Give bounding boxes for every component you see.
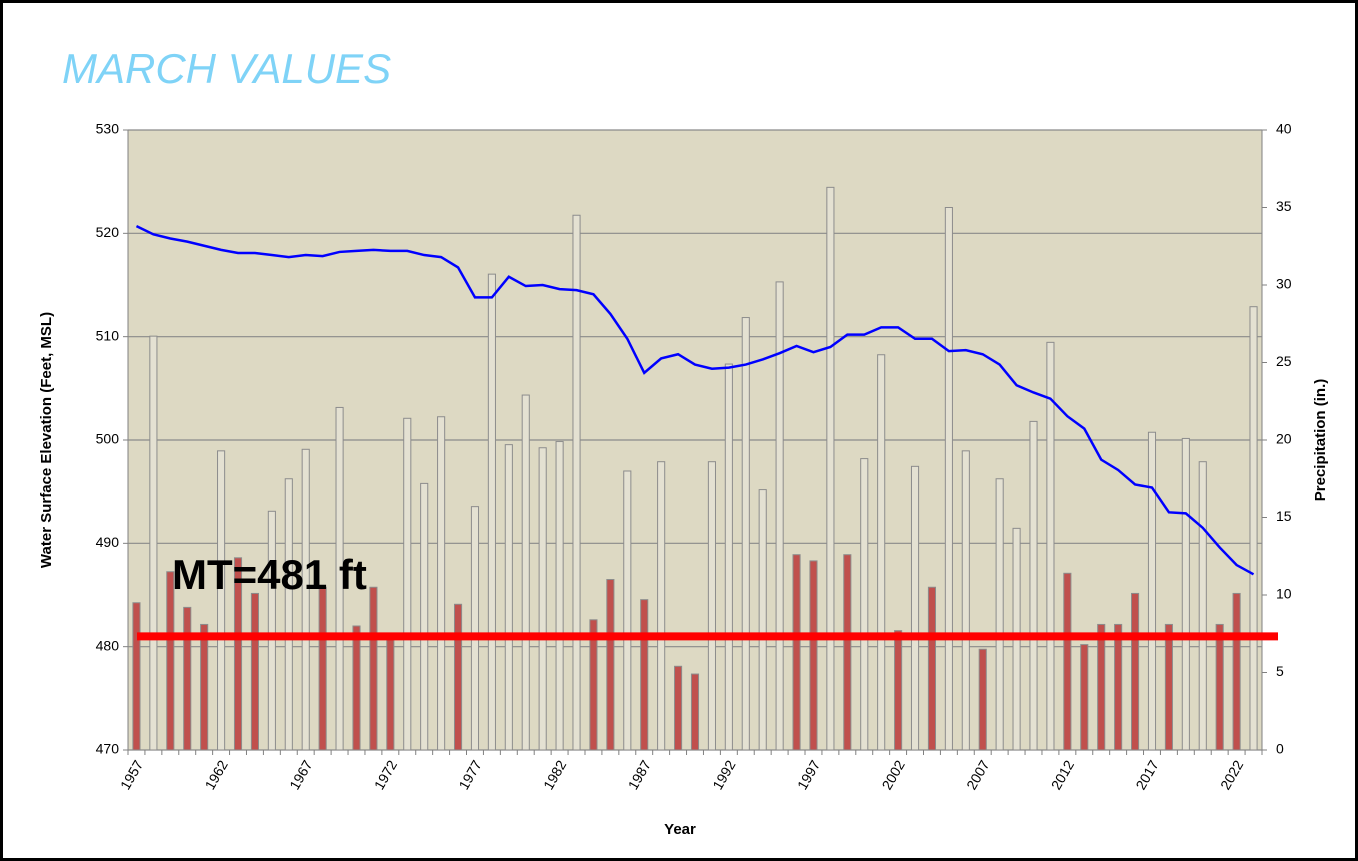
bar bbox=[250, 592, 259, 751]
bar bbox=[1046, 341, 1055, 751]
y-axis-label: Water Surface Elevation (Feet, MSL) bbox=[38, 312, 55, 568]
bar bbox=[995, 478, 1004, 751]
bar bbox=[860, 458, 869, 751]
bar bbox=[555, 441, 564, 751]
bar bbox=[910, 465, 920, 751]
bar bbox=[1181, 437, 1190, 751]
y2-tick-label: 30 bbox=[1276, 276, 1292, 292]
bar bbox=[149, 335, 158, 751]
bar bbox=[233, 557, 243, 751]
bar bbox=[843, 554, 852, 751]
bar bbox=[504, 444, 513, 751]
bar bbox=[352, 625, 361, 751]
bar bbox=[674, 665, 683, 751]
x-axis-label: Year bbox=[664, 821, 696, 838]
y2-tick-label: 20 bbox=[1276, 431, 1292, 447]
y2-axis-label: Precipitation (in.) bbox=[1312, 379, 1329, 502]
bar bbox=[386, 633, 395, 751]
y2-tick-label: 0 bbox=[1276, 741, 1284, 757]
y-tick-label: 500 bbox=[96, 431, 120, 447]
bar bbox=[318, 586, 327, 751]
bar bbox=[741, 317, 750, 751]
bar bbox=[724, 363, 733, 751]
bar bbox=[927, 586, 937, 751]
bar bbox=[453, 603, 463, 751]
y-tick-label: 510 bbox=[96, 327, 120, 343]
bar bbox=[1063, 572, 1072, 751]
bar bbox=[1232, 592, 1241, 751]
bar bbox=[538, 447, 547, 751]
bar bbox=[1249, 306, 1258, 751]
bar bbox=[657, 461, 666, 751]
bar bbox=[961, 450, 970, 751]
bar bbox=[267, 510, 276, 751]
y-tick-label: 490 bbox=[96, 534, 120, 550]
y2-tick-label: 25 bbox=[1276, 353, 1292, 369]
bar bbox=[301, 448, 310, 751]
bar bbox=[775, 281, 784, 751]
bar bbox=[826, 186, 835, 751]
y-tick-label: 520 bbox=[96, 224, 120, 240]
bar bbox=[403, 417, 412, 751]
bar bbox=[132, 602, 141, 751]
bar bbox=[1114, 623, 1123, 751]
bar bbox=[572, 214, 581, 751]
bar bbox=[369, 586, 378, 751]
bar bbox=[487, 273, 496, 751]
bar bbox=[1029, 420, 1038, 751]
bar bbox=[1164, 623, 1173, 751]
bar bbox=[521, 394, 530, 751]
bar bbox=[640, 599, 649, 751]
bar bbox=[217, 450, 226, 751]
bar bbox=[623, 470, 632, 751]
bar bbox=[944, 207, 953, 751]
bar bbox=[284, 478, 293, 751]
bar bbox=[606, 579, 615, 751]
y2-tick-label: 10 bbox=[1276, 586, 1292, 602]
y-tick-label: 530 bbox=[96, 121, 120, 137]
bar bbox=[1097, 623, 1106, 751]
bar bbox=[1215, 623, 1224, 751]
bar bbox=[166, 571, 175, 751]
bar bbox=[183, 606, 192, 751]
bar bbox=[690, 673, 700, 751]
bar bbox=[420, 482, 429, 751]
y-tick-label: 470 bbox=[96, 741, 120, 757]
bar bbox=[589, 619, 598, 751]
y-tick-label: 480 bbox=[96, 637, 120, 653]
bar bbox=[335, 406, 344, 751]
bar bbox=[1147, 431, 1157, 751]
bar bbox=[758, 489, 767, 751]
line bbox=[135, 224, 1255, 576]
bar bbox=[1198, 461, 1207, 751]
y2-tick-label: 35 bbox=[1276, 198, 1292, 214]
bar bbox=[470, 506, 480, 751]
bar bbox=[1080, 644, 1089, 751]
bar bbox=[978, 648, 987, 751]
bar bbox=[707, 461, 716, 751]
bar bbox=[200, 623, 209, 751]
y2-tick-label: 5 bbox=[1276, 663, 1284, 679]
bar bbox=[894, 630, 903, 751]
y2-tick-label: 15 bbox=[1276, 508, 1292, 524]
bar bbox=[437, 416, 446, 751]
y2-tick-label: 40 bbox=[1276, 121, 1292, 137]
bar bbox=[877, 354, 886, 751]
bar bbox=[792, 554, 801, 751]
chart-title: MARCH VALUES bbox=[62, 45, 391, 92]
bar bbox=[809, 560, 818, 751]
threshold-label: MT=481 ft bbox=[172, 551, 367, 598]
bar bbox=[1131, 592, 1140, 751]
